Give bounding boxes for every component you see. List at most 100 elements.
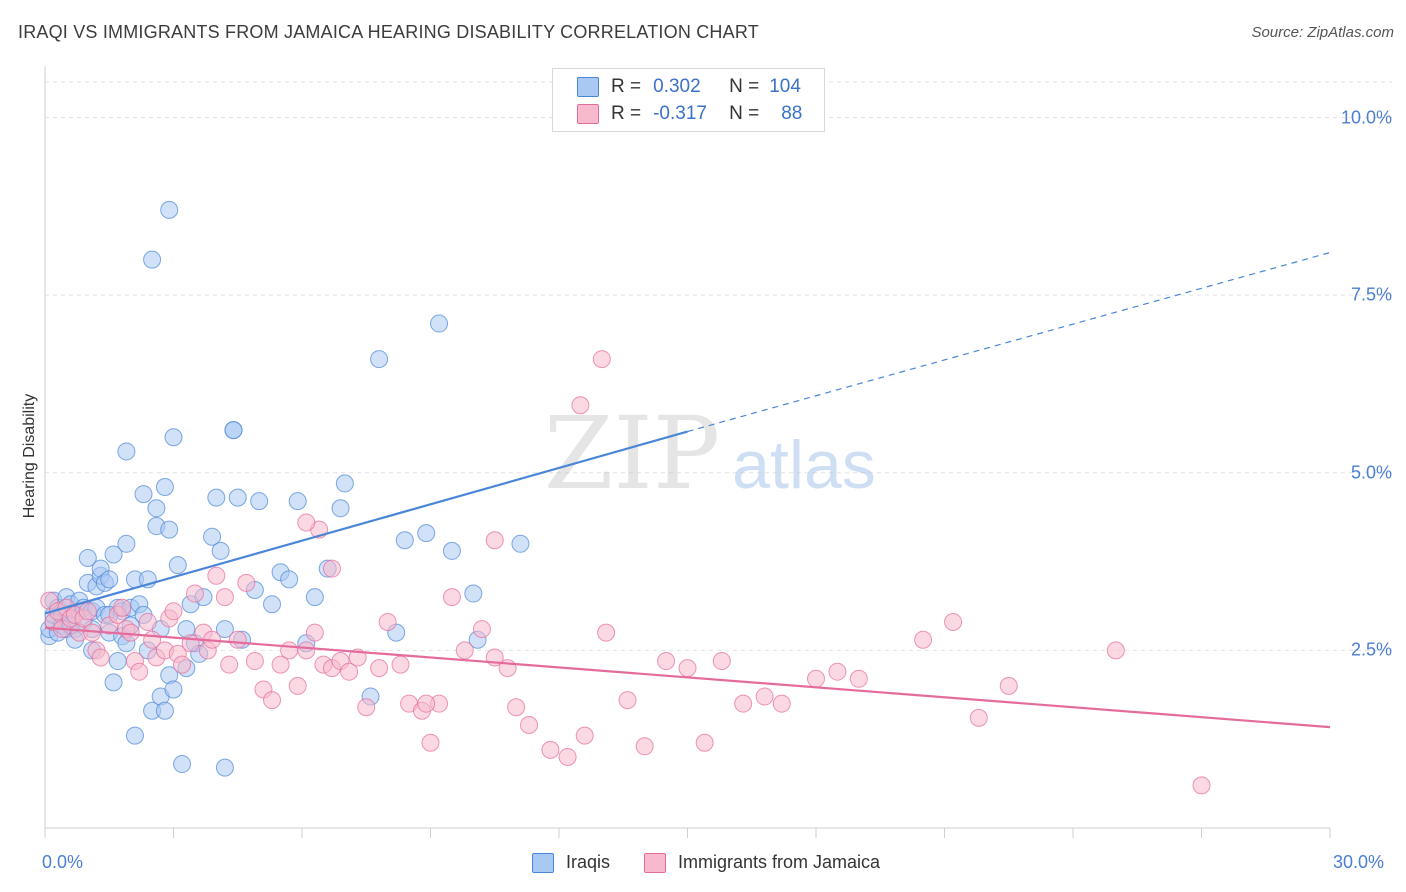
point-iraqis: [125, 726, 144, 745]
point-jamaica: [999, 676, 1018, 695]
point-jamaica: [485, 531, 504, 550]
bottom-legend-swatch-iraqis: [532, 852, 554, 873]
point-jamaica: [370, 659, 389, 678]
point-jamaica: [695, 733, 714, 752]
point-jamaica: [657, 652, 676, 671]
point-jamaica: [1106, 641, 1125, 660]
legend-n-value: 104: [769, 76, 801, 97]
point-iraqis: [78, 549, 97, 568]
point-iraqis: [168, 556, 187, 575]
point-iraqis: [117, 442, 136, 461]
point-jamaica: [357, 698, 376, 717]
point-iraqis: [215, 758, 234, 777]
bottom-legend-jamaica: Immigrants from Jamaica: [644, 852, 880, 873]
point-jamaica: [807, 669, 825, 688]
y-tick-label: 7.5%: [1350, 284, 1392, 305]
y-tick-label: 5.0%: [1350, 462, 1392, 483]
point-jamaica: [678, 659, 697, 678]
point-iraqis: [263, 595, 282, 614]
point-jamaica: [755, 687, 774, 706]
point-jamaica: [828, 662, 847, 681]
point-jamaica: [618, 691, 637, 710]
point-jamaica: [185, 584, 204, 603]
point-iraqis: [147, 499, 166, 518]
point-jamaica: [378, 612, 397, 631]
point-jamaica: [575, 726, 594, 745]
bottom-legend: Iraqis Immigrants from Jamaica: [532, 852, 914, 873]
point-jamaica: [228, 630, 247, 649]
y-tick-label: 2.5%: [1350, 639, 1392, 660]
bottom-legend-label-jamaica: Immigrants from Jamaica: [678, 852, 881, 872]
point-iraqis: [160, 200, 179, 219]
point-jamaica: [340, 662, 359, 681]
point-jamaica: [164, 602, 183, 621]
point-iraqis: [104, 673, 123, 692]
legend-r-label: R =: [611, 103, 642, 124]
point-jamaica: [130, 662, 149, 681]
y-tick-label: 10.0%: [1340, 107, 1392, 128]
point-iraqis: [164, 428, 183, 447]
point-iraqis: [250, 492, 269, 511]
trend-lines: [44, 251, 1331, 729]
point-jamaica: [507, 698, 526, 717]
point-jamaica: [305, 623, 324, 642]
point-iraqis: [288, 492, 307, 511]
point-iraqis: [207, 488, 226, 507]
point-jamaica: [245, 652, 264, 671]
point-iraqis: [228, 488, 247, 507]
point-iraqis: [117, 534, 136, 553]
legend-r-value: 0.302: [653, 76, 701, 97]
legend-n-label: N =: [729, 103, 760, 124]
point-jamaica: [442, 588, 461, 607]
point-jamaica: [421, 733, 440, 752]
point-iraqis: [370, 350, 389, 369]
point-jamaica: [263, 691, 282, 710]
point-iraqis: [100, 570, 119, 589]
point-iraqis: [155, 477, 174, 496]
trend-line-iraqis: [44, 430, 688, 615]
point-jamaica: [734, 694, 753, 713]
gridlines: [45, 81, 1392, 651]
axes: [44, 66, 1331, 838]
point-jamaica: [121, 623, 140, 642]
point-jamaica: [91, 648, 110, 667]
point-iraqis: [164, 680, 183, 699]
legend-r-value: -0.317: [653, 103, 707, 124]
point-iraqis: [160, 520, 179, 539]
point-iraqis: [331, 499, 350, 518]
point-jamaica: [280, 641, 299, 660]
point-iraqis: [511, 534, 530, 553]
point-iraqis: [417, 524, 436, 543]
series-jamaica: [40, 350, 1211, 795]
point-jamaica: [271, 655, 290, 674]
legend-n-value: 88: [781, 103, 803, 124]
point-iraqis: [280, 570, 299, 589]
point-jamaica: [455, 641, 474, 660]
series-iraqis: [40, 200, 530, 777]
x-tick-min: 0.0%: [42, 852, 84, 872]
point-iraqis: [215, 620, 234, 639]
point-jamaica: [1192, 776, 1211, 795]
watermark: ZIP atlas: [544, 395, 876, 512]
trend-line-iraqis-extension: [687, 251, 1331, 433]
point-jamaica: [207, 566, 226, 585]
point-iraqis: [143, 250, 162, 269]
point-iraqis: [464, 584, 483, 603]
chart-title: IRAQI VS IMMIGRANTS FROM JAMAICA HEARING…: [18, 22, 759, 42]
trend-line-jamaica: [44, 626, 1331, 729]
point-iraqis: [134, 485, 153, 504]
bottom-legend-iraqis: Iraqis: [532, 852, 610, 873]
point-jamaica: [173, 655, 192, 674]
point-iraqis: [108, 652, 127, 671]
point-jamaica: [288, 676, 307, 695]
source-label: Source: ZipAtlas.com: [1251, 24, 1394, 41]
point-jamaica: [237, 573, 256, 592]
point-iraqis: [104, 545, 123, 564]
point-iraqis: [173, 755, 192, 774]
point-jamaica: [558, 747, 577, 766]
point-iraqis: [442, 541, 461, 560]
point-jamaica: [914, 630, 933, 649]
x-tick-max: 30.0%: [1333, 852, 1385, 872]
point-iraqis: [305, 588, 324, 607]
point-jamaica: [215, 588, 234, 607]
